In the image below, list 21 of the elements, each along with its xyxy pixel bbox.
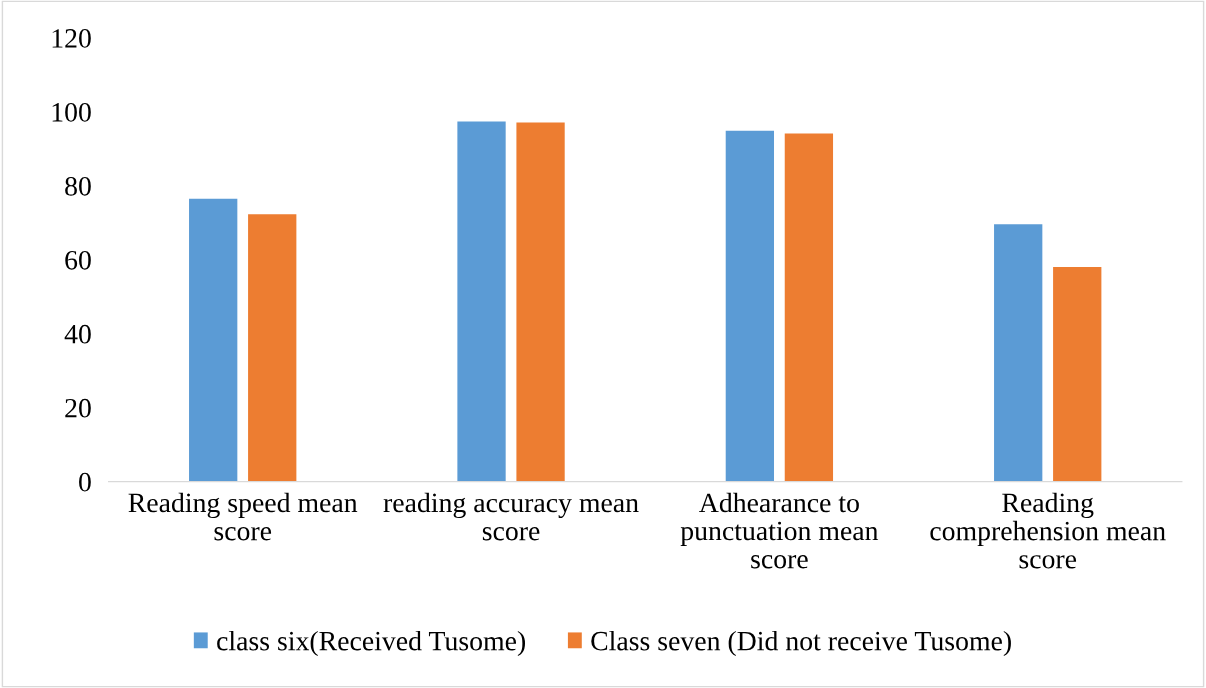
bar	[516, 122, 565, 482]
y-tick-label: 80	[65, 176, 91, 196]
x-tick-label: Reading comprehension mean score	[930, 492, 1166, 569]
y-tick-label: 60	[65, 250, 91, 270]
y-tick-label: 0	[79, 472, 91, 492]
x-tick-label: Reading speed mean score	[128, 492, 358, 541]
x-tick-label: reading accuracy mean score	[383, 492, 639, 541]
bar	[725, 130, 775, 482]
bar	[994, 224, 1043, 482]
y-tick-label: 120	[52, 29, 91, 48]
bar	[189, 198, 238, 482]
y-tick-label: 40	[64, 324, 91, 344]
bar	[248, 214, 297, 482]
y-tick-label: 100	[52, 102, 91, 122]
x-tick-label: Adhearance to punctuation mean score	[680, 492, 879, 569]
bar	[1053, 267, 1102, 482]
legend-label: Class seven (Did not receive Tusome)	[591, 630, 1011, 657]
legend-label: class six(Received Tusome)	[217, 630, 525, 657]
y-tick-label: 20	[65, 398, 91, 418]
bar	[784, 133, 834, 482]
bar	[457, 121, 506, 482]
